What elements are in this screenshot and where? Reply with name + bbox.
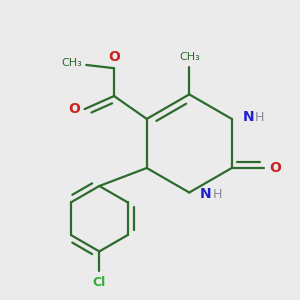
Text: O: O <box>269 161 281 175</box>
Text: CH₃: CH₃ <box>61 58 82 68</box>
Text: N: N <box>243 110 254 124</box>
Text: H: H <box>255 111 264 124</box>
Text: Cl: Cl <box>93 276 106 289</box>
Text: O: O <box>68 102 80 116</box>
Text: O: O <box>108 50 120 64</box>
Text: H: H <box>212 188 222 201</box>
Text: CH₃: CH₃ <box>179 52 200 62</box>
Text: N: N <box>200 187 212 201</box>
